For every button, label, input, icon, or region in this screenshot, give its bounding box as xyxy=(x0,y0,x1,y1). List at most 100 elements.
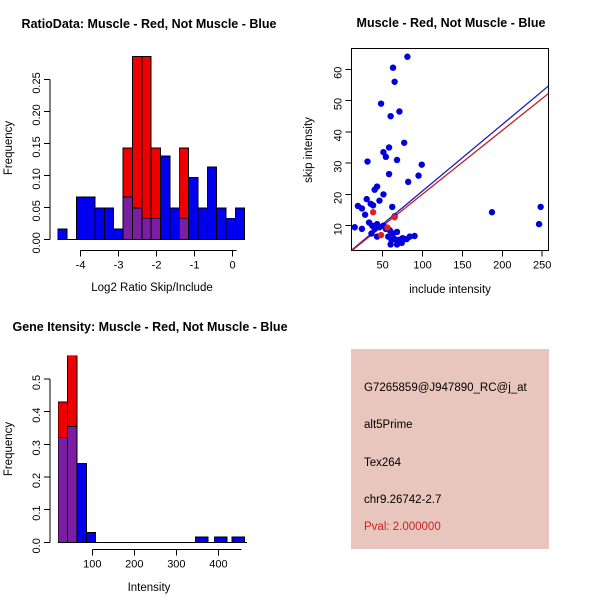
histogram-bars xyxy=(57,355,245,543)
data-point xyxy=(406,233,413,240)
data-point xyxy=(391,235,398,243)
y-tick-label: 60 xyxy=(333,67,345,79)
data-point xyxy=(384,224,391,231)
x-axis xyxy=(91,548,242,556)
data-point xyxy=(351,224,358,231)
y-tick-label: 0.25 xyxy=(31,72,43,93)
data-point xyxy=(389,64,397,71)
data-point xyxy=(377,100,385,107)
x-axis-label: include intensity xyxy=(409,284,491,296)
x-tick-label: -1 xyxy=(190,260,200,272)
not-muscle-bar xyxy=(206,166,218,240)
data-point xyxy=(382,153,390,161)
x-tick-label: 100 xyxy=(413,260,431,272)
x-tick-label: -3 xyxy=(114,260,124,272)
data-point xyxy=(389,203,396,211)
not-muscle-bar xyxy=(75,196,87,240)
not-muscle-bar xyxy=(85,532,97,543)
splice-event-type-text: alt5Prime xyxy=(364,419,413,431)
x-tick-label: 300 xyxy=(167,558,185,570)
chromosome-location-text: chr9.26742-2.7 xyxy=(364,494,442,506)
data-point xyxy=(364,158,371,165)
overlap-bar xyxy=(178,217,190,240)
y-tick-label: 0.05 xyxy=(31,200,43,221)
y-tick-label: 0.1 xyxy=(31,505,43,520)
intensity-scatter-panel: Muscle - Red, Not Muscle - Blue include i… xyxy=(303,16,551,296)
not-muscle-bar xyxy=(234,207,246,240)
x-tick-label: 0 xyxy=(229,260,235,272)
y-axis-label: skip intensity xyxy=(303,117,315,183)
x-tick-label: -4 xyxy=(76,260,86,272)
overlap-bar xyxy=(122,196,133,240)
panel-title: Gene Itensity: Muscle - Red, Not Muscle … xyxy=(12,320,287,334)
not-muscle-bar xyxy=(197,207,208,240)
x-tick-label: -2 xyxy=(152,260,162,272)
muscle-bar xyxy=(141,55,152,240)
y-tick-label: 0.15 xyxy=(31,136,43,157)
not-muscle-bar xyxy=(188,176,199,240)
data-point xyxy=(380,191,387,198)
y-tick-label: 0.5 xyxy=(31,375,43,390)
data-point xyxy=(393,156,401,164)
x-tick-label: 50 xyxy=(377,260,389,272)
overlap-bar xyxy=(132,207,143,240)
data-point xyxy=(411,232,418,240)
plot-box xyxy=(351,47,549,252)
y-axis xyxy=(44,378,51,543)
not-muscle-bar xyxy=(216,207,227,240)
not-muscle-bar xyxy=(57,228,68,240)
y-axis-label: Frequency xyxy=(3,121,15,176)
not-muscle-points xyxy=(351,53,544,248)
not-muscle-bar xyxy=(194,536,209,543)
data-point xyxy=(387,112,394,120)
not-muscle-bar xyxy=(85,196,96,240)
overlap-bar xyxy=(150,217,161,240)
x-tick-label: 200 xyxy=(125,558,143,570)
overlap-bar xyxy=(67,425,78,543)
x-axis-label: Log2 Ratio Skip/Include xyxy=(91,282,212,294)
data-point xyxy=(415,172,422,179)
data-point xyxy=(401,139,408,146)
ratio-histogram-panel: RatioData: Muscle - Red, Not Muscle - Bl… xyxy=(3,17,276,294)
x-axis xyxy=(382,250,543,257)
data-point xyxy=(488,209,496,216)
y-tick-label: 40 xyxy=(333,129,345,141)
overlap-bar xyxy=(141,217,152,240)
probe-id-text: G7265859@J947890_RC@j_at xyxy=(364,382,527,394)
y-tick-label: 20 xyxy=(333,192,345,204)
data-point xyxy=(376,197,383,204)
y-tick-label: 0.0 xyxy=(31,538,43,553)
gene-info-panel: G7265859@J947890_RC@j_at alt5Prime Tex26… xyxy=(300,300,600,600)
data-point xyxy=(418,161,425,168)
data-point xyxy=(391,214,398,221)
y-tick-label: 0.3 xyxy=(31,440,43,455)
not-muscle-bar xyxy=(169,207,180,240)
x-axis xyxy=(80,250,237,257)
not-muscle-bar xyxy=(94,207,105,240)
data-point xyxy=(363,195,370,203)
x-tick-label: 100 xyxy=(83,558,101,570)
data-point xyxy=(368,230,375,237)
y-tick-label: 0.2 xyxy=(31,473,43,488)
not-muscle-bar xyxy=(231,536,245,543)
y-tick-label: 50 xyxy=(333,98,345,110)
data-point xyxy=(393,228,401,236)
x-tick-label: 200 xyxy=(493,260,511,272)
not-muscle-bar xyxy=(160,155,171,240)
y-tick-label: 0.00 xyxy=(31,232,43,253)
gene-info-box: G7265859@J947890_RC@j_at alt5Prime Tex26… xyxy=(351,349,549,549)
x-tick-label: 400 xyxy=(209,558,227,570)
y-axis-label: Frequency xyxy=(3,422,15,477)
y-axis xyxy=(345,68,352,227)
data-point xyxy=(404,53,411,60)
data-point xyxy=(396,108,403,115)
histogram-bars xyxy=(57,55,246,240)
data-point xyxy=(371,186,378,193)
data-point xyxy=(361,211,369,218)
not-muscle-bar xyxy=(103,207,115,240)
data-point xyxy=(369,202,377,209)
x-axis-label: Intensity xyxy=(128,582,171,594)
y-tick-label: 0.10 xyxy=(31,168,43,189)
data-point xyxy=(385,170,393,178)
